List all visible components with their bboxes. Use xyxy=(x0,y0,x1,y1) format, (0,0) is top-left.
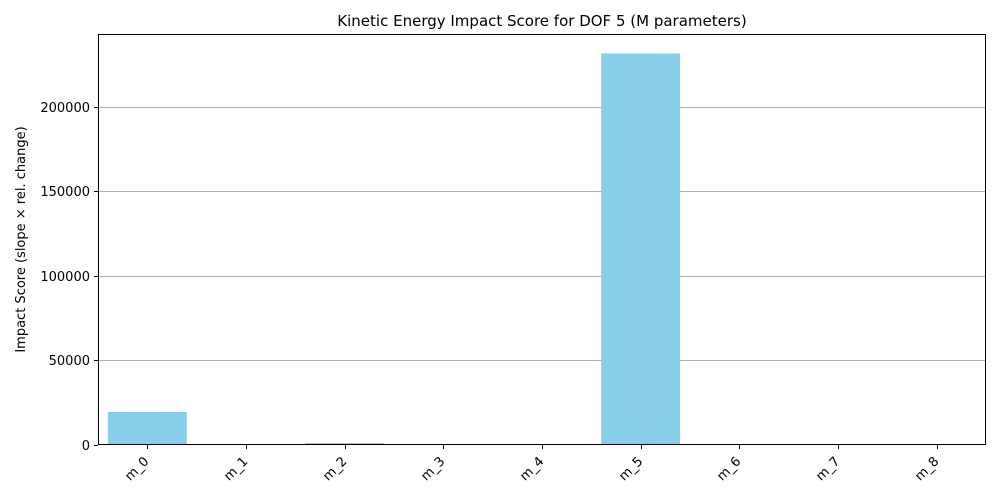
y-tick-label: 50000 xyxy=(49,354,90,369)
x-tick-label: m_5 xyxy=(616,454,646,484)
x-tick-label: m_8 xyxy=(912,454,942,484)
bars xyxy=(107,53,977,445)
y-tick-label: 150000 xyxy=(40,185,90,200)
axes xyxy=(98,34,986,445)
y-tick-label: 100000 xyxy=(40,270,90,285)
x-tick-label: m_6 xyxy=(714,454,744,484)
chart-title: Kinetic Energy Impact Score for DOF 5 (M… xyxy=(337,12,746,30)
y-tick-label: 200000 xyxy=(40,101,90,116)
x-tick-label: m_4 xyxy=(517,454,547,484)
x-tick-label: m_0 xyxy=(122,454,152,484)
bar-m-0 xyxy=(107,412,187,445)
plot-frame xyxy=(98,34,986,445)
x-tick-label: m_2 xyxy=(320,454,350,484)
y-axis-label: Impact Score (slope × rel. change) xyxy=(14,126,29,352)
x-axis-ticks: m_0 m_1 m_2 m_3 m_4 m_5 m_6 m_7 m_8 xyxy=(122,445,942,484)
bar-m-5 xyxy=(601,53,681,445)
x-tick-label: m_3 xyxy=(418,454,448,484)
y-tick-label: 0 xyxy=(82,439,90,454)
x-tick-label: m_1 xyxy=(221,454,251,484)
grid-lines xyxy=(98,107,986,361)
x-tick-label: m_7 xyxy=(813,454,843,484)
bar-m-2 xyxy=(305,442,385,445)
y-axis-ticks: 0 50000 100000 150000 200000 xyxy=(40,101,98,454)
